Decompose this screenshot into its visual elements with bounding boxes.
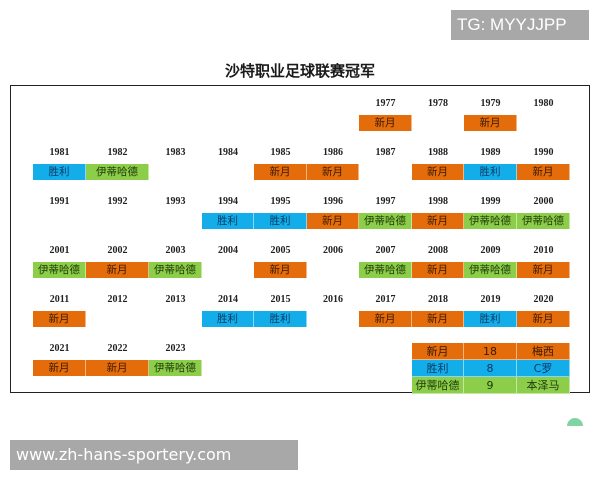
year-label: 2004 (218, 245, 238, 256)
champion-cell: 新月 (307, 164, 359, 180)
year-label: 1980 (533, 98, 554, 109)
year-label: 1977 (375, 98, 396, 109)
year-label: 1984 (218, 147, 238, 158)
year-label: 2007 (375, 245, 396, 256)
year-label: 2020 (533, 294, 554, 305)
year-label: 2018 (428, 294, 448, 305)
year-label: 1993 (165, 196, 186, 207)
champion-cell: 伊蒂哈德 (149, 360, 202, 376)
champion-cell: 新月 (86, 262, 149, 278)
champion-cell: 胜利 (464, 311, 517, 327)
year-label: 2000 (533, 196, 554, 207)
champion-cell: 新月 (359, 115, 412, 131)
year-label: 1998 (428, 196, 448, 207)
year-label: 1996 (323, 196, 343, 207)
page-title: 沙特职业足球联赛冠军 (224, 62, 375, 80)
champion-cell: 胜利 (33, 164, 86, 180)
year-label: 1997 (375, 196, 396, 207)
champion-cell: 新月 (359, 311, 412, 327)
champion-cell: 新月 (412, 262, 464, 278)
year-label: 1995 (270, 196, 291, 207)
year-label: 2001 (49, 245, 70, 256)
champion-cell: 新月 (254, 164, 307, 180)
year-label: 1989 (480, 147, 501, 158)
decorative-dot-icon (567, 418, 583, 426)
summary-titles-cell: 18 (464, 343, 517, 360)
year-label: 2012 (107, 294, 128, 305)
champion-cell: 新月 (412, 213, 464, 229)
year-label: 1981 (49, 147, 70, 158)
summary-club-cell: 胜利 (412, 360, 464, 377)
watermark-url: www.zh-hans-sportery.com (10, 440, 298, 470)
champion-cell: 胜利 (202, 311, 254, 327)
year-label: 2022 (107, 343, 128, 354)
champion-cell: 新月 (517, 311, 570, 327)
year-label: 1999 (480, 196, 501, 207)
year-label: 2016 (323, 294, 343, 305)
champion-cell: 伊蒂哈德 (464, 213, 517, 229)
summary-titles-cell: 9 (464, 377, 517, 394)
champion-cell: 新月 (517, 262, 570, 278)
year-label: 1994 (218, 196, 238, 207)
champion-cell: 新月 (412, 164, 464, 180)
champion-cell: 伊蒂哈德 (33, 262, 86, 278)
summary-club-cell: 伊蒂哈德 (412, 377, 464, 394)
year-label: 1978 (428, 98, 448, 109)
summary-star-cell: 本泽马 (517, 377, 570, 394)
champion-cell: 新月 (86, 360, 149, 376)
summary-club-cell: 新月 (412, 343, 464, 360)
year-label: 2009 (480, 245, 501, 256)
champion-cell: 新月 (307, 213, 359, 229)
summary-titles-cell: 8 (464, 360, 517, 377)
champion-cell: 胜利 (202, 213, 254, 229)
year-label: 2006 (323, 245, 343, 256)
champion-cell: 伊蒂哈德 (464, 262, 517, 278)
champion-cell: 胜利 (254, 311, 307, 327)
year-label: 2005 (270, 245, 291, 256)
champion-cell: 新月 (33, 360, 86, 376)
year-label: 1991 (49, 196, 70, 207)
champions-table-frame (10, 85, 590, 393)
year-label: 2017 (375, 294, 396, 305)
champion-cell: 伊蒂哈德 (86, 164, 149, 180)
year-label: 2013 (165, 294, 186, 305)
champion-cell: 新月 (33, 311, 86, 327)
year-label: 2011 (49, 294, 70, 305)
champion-cell: 新月 (517, 164, 570, 180)
champion-cell: 伊蒂哈德 (359, 262, 412, 278)
year-label: 2002 (107, 245, 128, 256)
champion-cell: 胜利 (464, 164, 517, 180)
year-label: 2019 (480, 294, 501, 305)
year-label: 2014 (218, 294, 238, 305)
champion-cell: 伊蒂哈德 (359, 213, 412, 229)
year-label: 1986 (323, 147, 343, 158)
year-label: 1979 (480, 98, 501, 109)
year-label: 2010 (533, 245, 554, 256)
year-label: 1988 (428, 147, 448, 158)
year-label: 1985 (270, 147, 291, 158)
champion-cell: 伊蒂哈德 (149, 262, 202, 278)
champion-cell: 新月 (412, 311, 464, 327)
summary-star-cell: 梅西 (517, 343, 570, 360)
year-label: 1992 (107, 196, 128, 207)
year-label: 2003 (165, 245, 186, 256)
champion-cell: 伊蒂哈德 (517, 213, 570, 229)
champion-cell: 新月 (254, 262, 307, 278)
year-label: 1982 (107, 147, 128, 158)
year-label: 2008 (428, 245, 448, 256)
year-label: 1983 (165, 147, 186, 158)
year-label: 1990 (533, 147, 554, 158)
year-label: 2021 (49, 343, 70, 354)
summary-star-cell: C罗 (517, 360, 570, 377)
champion-cell: 胜利 (254, 213, 307, 229)
champion-cell: 新月 (464, 115, 517, 131)
watermark-tg: TG: MYYJJPP (451, 10, 589, 40)
year-label: 2023 (165, 343, 186, 354)
year-label: 2015 (270, 294, 291, 305)
year-label: 1987 (375, 147, 396, 158)
